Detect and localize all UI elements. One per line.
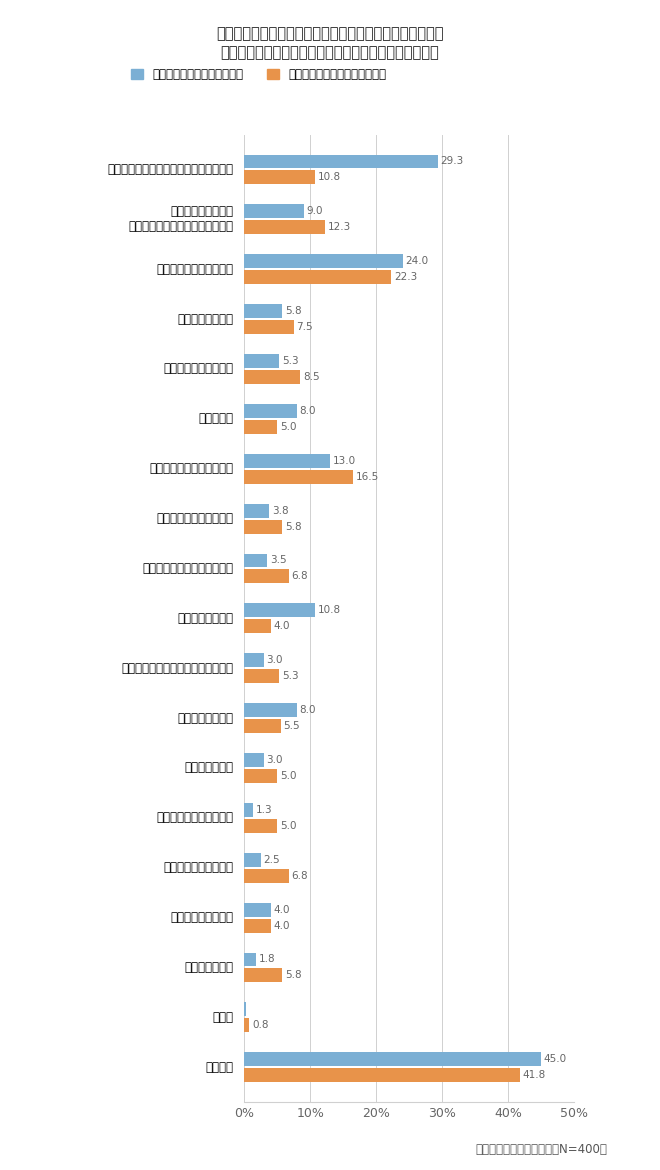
Text: 1.8: 1.8	[259, 955, 275, 964]
Bar	[244, 304, 282, 318]
Text: 22.3: 22.3	[394, 273, 417, 282]
Bar	[244, 570, 289, 584]
Bar	[244, 355, 279, 369]
Bar	[244, 653, 264, 667]
Text: 4.0: 4.0	[273, 621, 290, 632]
Text: 13.0: 13.0	[333, 456, 356, 466]
Bar	[244, 321, 294, 335]
Text: 6.8: 6.8	[292, 571, 308, 581]
Text: 5.8: 5.8	[285, 970, 302, 980]
Text: 5.0: 5.0	[280, 771, 296, 780]
Text: 5.8: 5.8	[285, 307, 302, 316]
Bar	[244, 503, 269, 517]
Bar	[244, 254, 403, 268]
Text: 4.0: 4.0	[273, 904, 290, 915]
Bar	[244, 469, 353, 483]
Text: 29.3: 29.3	[440, 157, 463, 166]
Text: 7.5: 7.5	[296, 322, 313, 332]
Text: 長時間労働を減らすために、あなたの会社で行っている／: 長時間労働を減らすために、あなたの会社で行っている／	[216, 26, 444, 41]
Bar	[244, 902, 271, 916]
Bar	[244, 420, 277, 434]
Text: 3.8: 3.8	[272, 505, 288, 516]
Text: 行ってほしい取り組みをお選びください。（複数回答）: 行ってほしい取り組みをお選びください。（複数回答）	[220, 46, 440, 61]
Text: 3.0: 3.0	[267, 755, 283, 765]
Text: 5.0: 5.0	[280, 422, 296, 432]
Bar	[244, 720, 280, 734]
Text: 1.3: 1.3	[255, 805, 272, 814]
Text: 8.5: 8.5	[303, 372, 319, 381]
Bar	[244, 619, 271, 633]
Text: 3.5: 3.5	[270, 556, 286, 565]
Bar	[244, 952, 256, 966]
Text: 8.0: 8.0	[300, 406, 316, 415]
Bar	[244, 918, 271, 932]
Text: 4.0: 4.0	[273, 921, 290, 930]
Text: 10.8: 10.8	[318, 605, 341, 615]
Bar	[244, 1018, 249, 1032]
Bar	[244, 1052, 541, 1066]
Text: 5.8: 5.8	[285, 522, 302, 531]
Bar	[244, 1068, 520, 1082]
Bar	[244, 703, 297, 717]
Bar	[244, 769, 277, 783]
Bar	[244, 604, 315, 618]
Bar	[244, 868, 289, 882]
Bar	[244, 370, 300, 384]
Bar	[244, 753, 264, 768]
Text: 16.5: 16.5	[356, 472, 379, 482]
Bar	[244, 519, 282, 534]
Text: 6.8: 6.8	[292, 870, 308, 881]
Bar	[244, 1003, 246, 1017]
Text: 3.0: 3.0	[267, 655, 283, 666]
Bar	[244, 969, 282, 983]
Text: 45.0: 45.0	[544, 1054, 567, 1065]
Text: 9.0: 9.0	[306, 206, 323, 216]
Bar	[244, 803, 253, 817]
Bar	[244, 205, 304, 219]
Text: 8.0: 8.0	[300, 706, 316, 715]
Bar	[244, 819, 277, 833]
Bar	[244, 270, 391, 284]
Bar	[244, 669, 279, 683]
Text: 24.0: 24.0	[405, 256, 428, 267]
Bar	[244, 220, 325, 234]
Bar	[244, 404, 297, 418]
Text: 2.5: 2.5	[263, 855, 280, 865]
Text: マンパワーグループ調べ（N=400）: マンパワーグループ調べ（N=400）	[475, 1143, 607, 1156]
Text: 5.5: 5.5	[283, 721, 300, 731]
Bar	[244, 553, 267, 567]
Bar	[244, 853, 261, 867]
Text: 12.3: 12.3	[328, 222, 351, 233]
Legend: すでに実施している取り組み, 今後、実施してほしい取り組み: すでに実施している取り組み, 今後、実施してほしい取り組み	[131, 68, 386, 81]
Text: 5.3: 5.3	[282, 356, 298, 366]
Text: 5.0: 5.0	[280, 821, 296, 831]
Text: 41.8: 41.8	[523, 1071, 546, 1080]
Bar	[244, 454, 330, 468]
Bar	[244, 171, 315, 185]
Text: 5.3: 5.3	[282, 672, 298, 681]
Bar	[244, 154, 438, 168]
Text: 0.8: 0.8	[252, 1020, 269, 1031]
Text: 10.8: 10.8	[318, 172, 341, 183]
